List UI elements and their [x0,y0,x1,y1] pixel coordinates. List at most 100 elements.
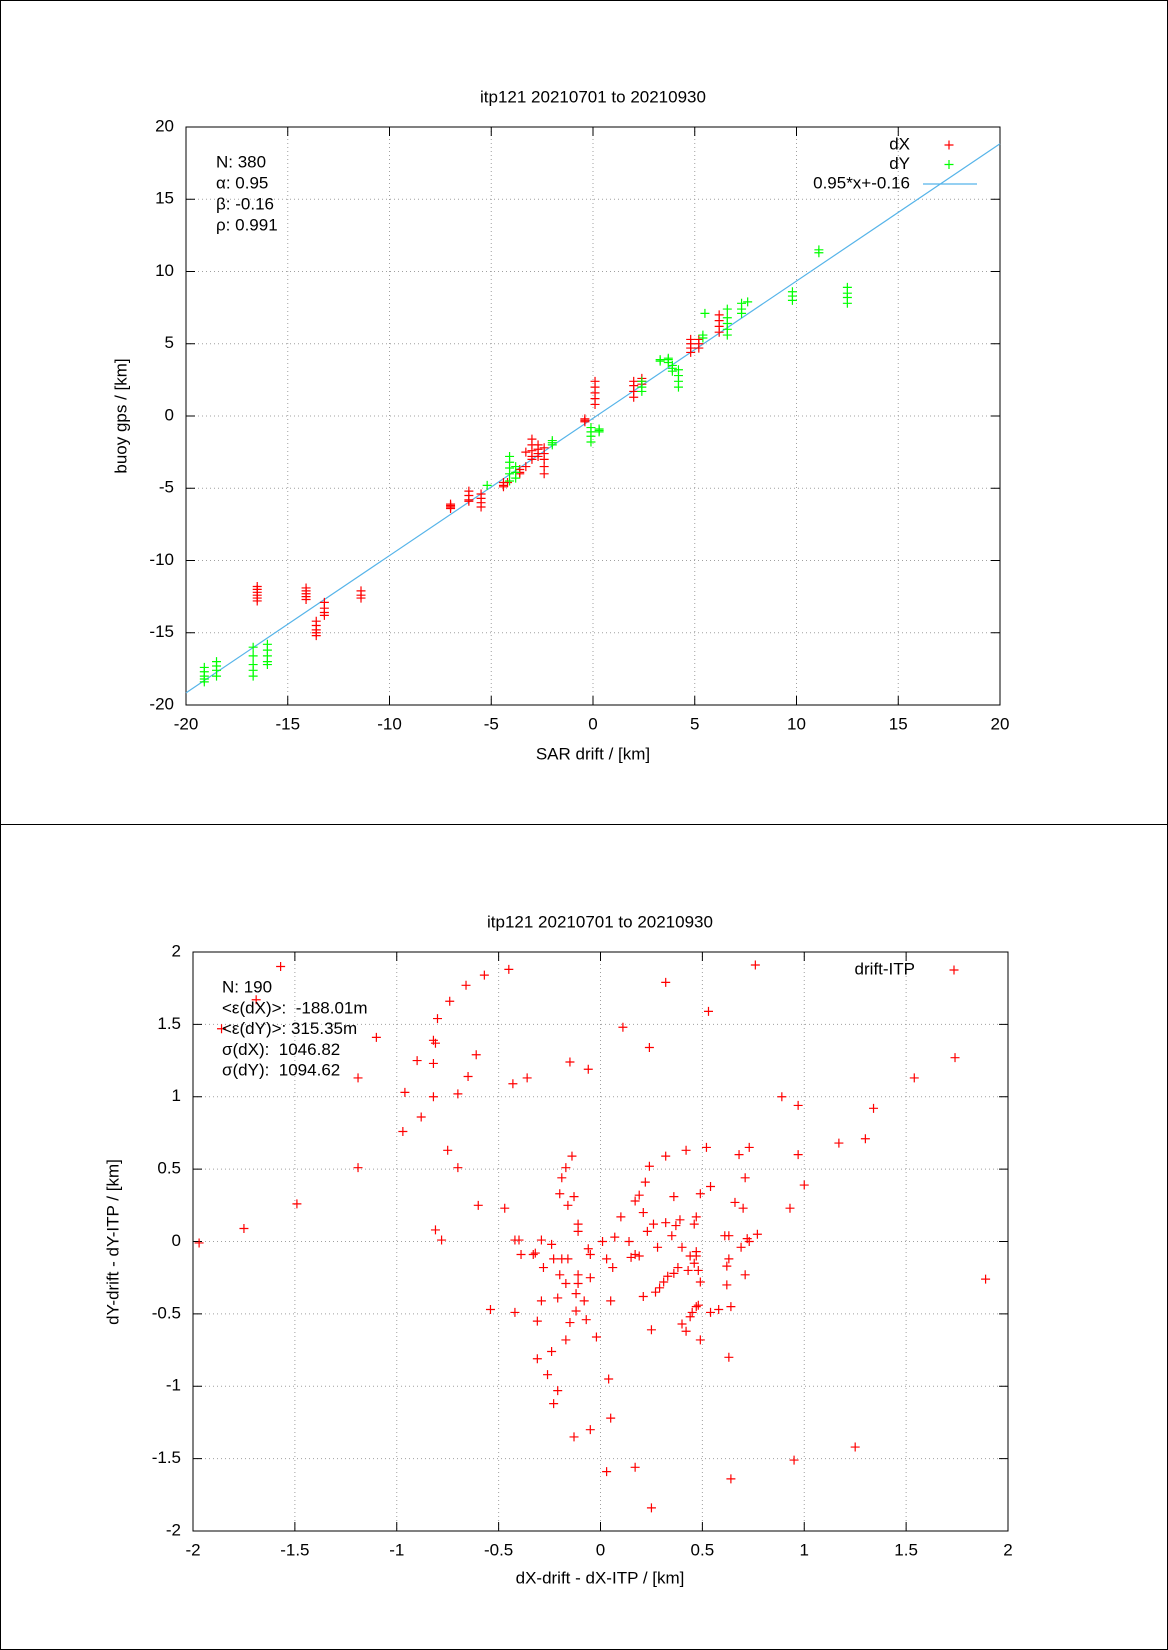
drift-itp-point [695,1335,705,1345]
drift-itp-point [869,1103,879,1113]
x-tick-label: 20 [991,714,1010,733]
x-tick-label: -0.5 [484,1540,513,1559]
drift-itp-point [606,1296,616,1306]
y-tick-label: 15 [155,189,174,208]
drift-itp-point [461,980,471,990]
drift-itp-point [567,1151,577,1161]
drift-itp-point [909,1073,919,1083]
dy-point [586,437,596,447]
drift-itp-point [561,1163,571,1173]
drift-itp-point [630,1462,640,1472]
dx-point [521,447,531,457]
drift-itp-point [736,1242,746,1252]
drift-itp-point [661,1151,671,1161]
drift-itp-point [681,1326,691,1336]
drift-itp-point [608,1263,618,1273]
drift-itp-point [510,1307,520,1317]
x-axis-label: dX-drift - dX-ITP / [km] [516,1568,685,1587]
drift-itp-point [598,1237,608,1246]
dx-point [476,502,486,512]
drift-itp-point [706,1181,716,1191]
drift-itp-point [514,1235,524,1245]
stats-annotation: β: -0.16 [216,194,274,213]
dx-point [311,631,321,641]
dx-point [301,595,311,605]
drift-itp-point [563,1200,573,1210]
drift-itp-point [573,1270,583,1280]
drift-itp-point [251,995,261,1005]
series-drift-itp [194,960,991,1513]
dx-point [527,454,537,464]
drift-itp-point [740,1173,750,1183]
drift-itp-point [569,1432,579,1442]
drift-itp-point [532,1316,542,1326]
drift-itp-point [677,1242,687,1252]
dy-point [248,651,258,661]
dy-point [637,376,647,386]
legend-label: dX [889,134,910,153]
dy-point [248,642,258,652]
legend: drift-ITP [855,959,959,978]
y-axis-label: dY-drift - dY-ITP / [km] [103,1159,122,1325]
dy-point [594,427,604,437]
dy-point [814,245,824,255]
drift-itp-point [663,1271,673,1281]
drift-itp-point [276,961,286,971]
drift-itp-point [453,1163,463,1173]
drift-itp-point [585,1250,595,1260]
x-tick-label: 2 [1003,1540,1012,1559]
drift-itp-point [616,1212,626,1222]
sar-vs-buoy-chart: itp121 20210701 to 20210930 SAR drift / … [111,87,1009,763]
stats-annotation: N: 380 [216,152,266,171]
drift-itp-point [651,1287,661,1297]
drift-itp-point [655,1283,665,1293]
drift-itp-point [669,1192,679,1202]
drift-itp-point [689,1219,699,1229]
drift-itp-point [416,1112,426,1122]
dx-point [356,593,366,603]
x-tick-label: -20 [174,714,199,733]
drift-itp-point [530,1248,540,1258]
drift-itp-point [583,1064,593,1074]
drift-itp-point [433,1014,442,1024]
dy-point [511,473,521,483]
legend-marker [949,965,959,975]
dy-point [737,298,747,308]
drift-itp-point [642,1226,652,1236]
drift-itp-point [555,1270,565,1280]
drift-itp-point [661,1218,671,1228]
plot-border [192,951,1009,1532]
drift-itp-point [744,1142,754,1152]
drift-itp-point [400,1087,410,1097]
dy-point [248,671,258,681]
drift-itp-point [585,1273,595,1283]
y-tick-label: 2 [172,941,181,960]
drift-itp-point [565,1057,575,1067]
drift-itp-point [648,1219,658,1229]
dx-point [686,334,696,344]
drift-itp-point [659,1277,669,1287]
y-tick-label: 20 [155,116,174,135]
drift-itp-point [646,1325,656,1335]
drift-itp-point [353,1073,363,1083]
drift-itp-point [724,1352,734,1362]
dx-point [515,469,525,479]
drift-itp-point [695,1277,705,1287]
drift-itp-point [579,1296,589,1306]
drift-itp-point [571,1289,581,1299]
drift-itp-point [573,1219,583,1229]
drift-itp-point [553,1293,563,1303]
y-tick-label: -1.5 [152,1448,181,1467]
drift-itp-point [681,1145,691,1155]
drift-itp-point [292,1199,302,1209]
x-tick-label: 1 [800,1540,809,1559]
drift-itp-point [602,1254,612,1264]
drift-itp-point [217,1024,227,1034]
x-tick-label: 10 [787,714,806,733]
drift-itp-point [453,1089,463,1099]
drift-itp-point [581,1315,591,1325]
dy-point [482,480,492,490]
y-tick-label: 1 [172,1086,181,1105]
x-tick-label: -2 [185,1540,200,1559]
